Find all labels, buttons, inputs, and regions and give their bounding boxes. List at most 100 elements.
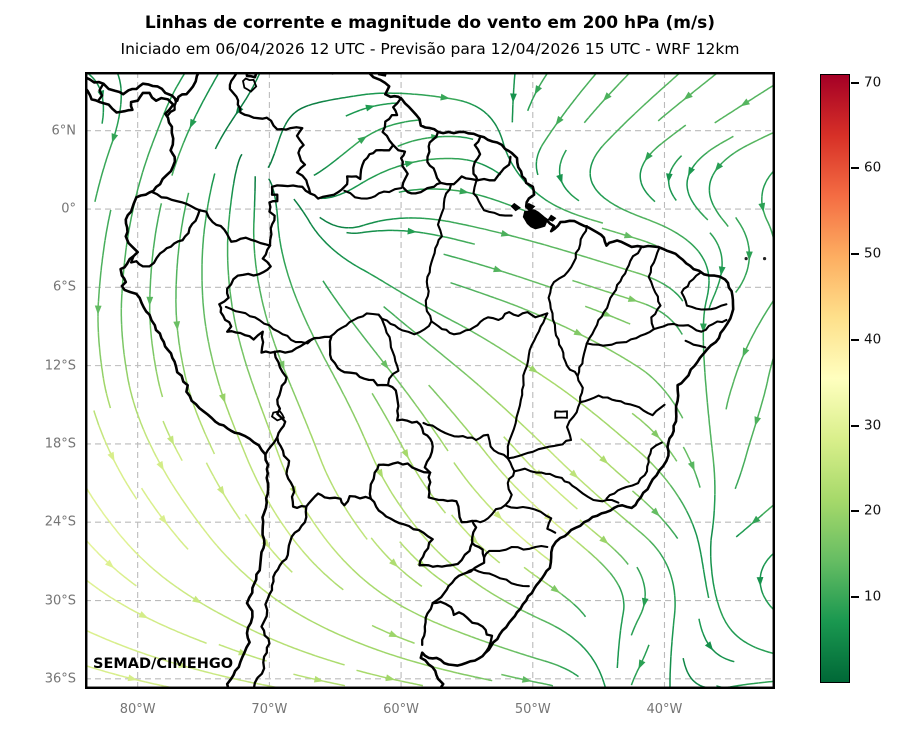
flow-arrow bbox=[599, 535, 609, 545]
flow-arrow bbox=[94, 305, 102, 315]
country-border bbox=[273, 335, 434, 474]
flow-arrow bbox=[700, 323, 707, 333]
colorbar-tick bbox=[851, 424, 859, 427]
flow-arrow bbox=[388, 630, 399, 638]
flow-arrow bbox=[573, 328, 584, 336]
flow-arrow bbox=[638, 659, 646, 670]
country-border bbox=[305, 492, 372, 508]
flow-arrow bbox=[365, 104, 375, 112]
state-border bbox=[576, 247, 642, 378]
colorbar bbox=[820, 74, 850, 683]
flow-arrow bbox=[158, 514, 167, 525]
flow-arrow bbox=[521, 676, 532, 683]
colorbar-tick bbox=[851, 338, 859, 341]
flow-arrow bbox=[385, 674, 396, 682]
y-tick-label: 6°N bbox=[51, 123, 77, 139]
flow-arrow bbox=[556, 173, 563, 184]
island bbox=[522, 210, 549, 230]
state-border bbox=[684, 339, 707, 349]
flow-arrow bbox=[167, 435, 175, 446]
flow-arrow bbox=[407, 227, 417, 235]
flow-arrow bbox=[641, 597, 649, 608]
figure-title: Linhas de corrente e magnitude do vento … bbox=[144, 13, 716, 33]
state-border bbox=[471, 457, 516, 524]
country-border bbox=[264, 436, 279, 456]
state-border bbox=[513, 467, 620, 504]
flow-arrow bbox=[623, 231, 634, 239]
flow-arrow bbox=[528, 365, 539, 373]
x-tick-label: 50°W bbox=[514, 702, 551, 717]
y-tick-label: 24°S bbox=[44, 514, 76, 530]
coastline bbox=[85, 72, 735, 689]
flow-arrow bbox=[459, 187, 469, 195]
country-border bbox=[198, 209, 272, 247]
state-border bbox=[506, 401, 582, 460]
x-tick-label: 80°W bbox=[119, 702, 156, 717]
coastline bbox=[85, 86, 270, 689]
map-frame bbox=[85, 72, 775, 689]
country-border bbox=[368, 461, 432, 500]
flow-arrow bbox=[493, 265, 503, 273]
flow-arrow bbox=[138, 611, 149, 619]
country-border bbox=[151, 190, 201, 212]
flow-arrow bbox=[380, 359, 389, 370]
country-border bbox=[427, 471, 478, 545]
state-border bbox=[506, 312, 549, 460]
state-border bbox=[680, 271, 728, 311]
flow-arrow bbox=[714, 162, 724, 172]
geography-borders bbox=[85, 72, 767, 689]
country-border bbox=[276, 436, 308, 510]
map-canvas bbox=[85, 72, 775, 689]
colorbar-tick bbox=[851, 253, 859, 256]
state-border bbox=[605, 441, 663, 500]
flow-arrow bbox=[493, 510, 503, 520]
island bbox=[510, 202, 521, 212]
colorbar-tick bbox=[851, 596, 859, 599]
x-tick-label: 70°W bbox=[251, 702, 288, 717]
flow-arrow bbox=[440, 93, 450, 101]
y-tick-label: 6°S bbox=[52, 279, 76, 295]
flow-arrow bbox=[756, 577, 764, 587]
state-border bbox=[377, 311, 549, 336]
country-border bbox=[268, 184, 312, 247]
flow-arrow bbox=[261, 538, 270, 549]
y-tick-label: 36°S bbox=[44, 671, 76, 687]
state-border bbox=[483, 544, 549, 559]
country-border bbox=[369, 497, 474, 568]
flow-arrow bbox=[238, 648, 248, 656]
flow-arrow bbox=[651, 429, 660, 439]
country-border bbox=[457, 541, 486, 577]
colorbar-tick bbox=[851, 81, 859, 84]
flow-arrow bbox=[189, 118, 197, 129]
colorbar-tick bbox=[851, 510, 859, 513]
country-border bbox=[309, 143, 395, 200]
colorbar-tick-label: 60 bbox=[864, 160, 882, 177]
flow-arrow bbox=[313, 675, 324, 683]
y-tick-label: 0° bbox=[61, 201, 76, 217]
watermark-label: SEMAD/CIMEHGO bbox=[93, 656, 234, 672]
state-border bbox=[652, 318, 728, 333]
country-border bbox=[392, 143, 442, 195]
country-border bbox=[476, 155, 512, 182]
flow-arrow bbox=[401, 449, 409, 459]
lake-outline bbox=[242, 77, 258, 93]
y-tick-label: 30°S bbox=[44, 593, 76, 609]
flow-arrow bbox=[107, 451, 115, 462]
flow-arrow bbox=[740, 98, 750, 107]
country-border bbox=[129, 209, 201, 268]
state-border bbox=[504, 504, 557, 534]
x-tick-label: 60°W bbox=[383, 702, 420, 717]
country-border bbox=[97, 82, 105, 102]
state-border bbox=[464, 568, 530, 588]
x-tick-label: 40°W bbox=[646, 702, 683, 717]
y-tick-label: 18°S bbox=[44, 436, 76, 452]
flow-arrow bbox=[375, 468, 384, 479]
country-border bbox=[228, 72, 312, 195]
flow-arrow bbox=[754, 416, 761, 426]
state-border bbox=[343, 187, 403, 200]
country-border bbox=[439, 175, 479, 186]
country-border bbox=[472, 136, 482, 182]
flow-arrow bbox=[751, 515, 761, 525]
flow-arrow bbox=[217, 485, 225, 496]
